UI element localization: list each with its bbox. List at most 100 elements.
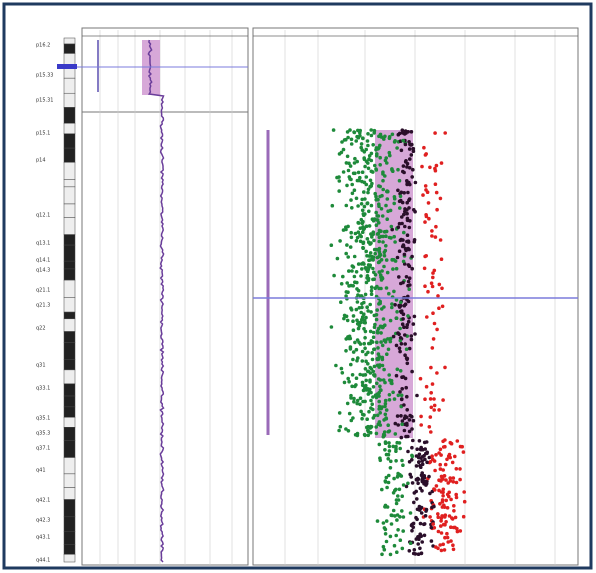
probe	[399, 195, 403, 199]
probe	[431, 382, 435, 386]
probe	[375, 154, 379, 158]
probe	[397, 275, 401, 279]
probe	[369, 399, 373, 403]
probe	[389, 553, 393, 557]
probe	[399, 336, 403, 340]
probe	[415, 518, 419, 522]
band	[64, 427, 75, 440]
probe	[422, 146, 426, 150]
probe	[389, 535, 393, 539]
probe	[357, 341, 361, 345]
probe	[362, 262, 366, 266]
probe	[379, 253, 383, 257]
probe	[394, 459, 398, 463]
probe	[396, 528, 400, 532]
position-marker	[57, 64, 77, 69]
probe	[399, 414, 403, 418]
probe	[416, 542, 420, 546]
probe	[370, 134, 374, 138]
probe	[400, 397, 404, 401]
probe	[378, 163, 382, 167]
probe	[357, 289, 361, 293]
probe	[355, 160, 359, 164]
probe	[445, 532, 449, 536]
probe	[441, 305, 445, 309]
probe	[379, 459, 383, 463]
probe	[444, 499, 448, 503]
probe	[364, 316, 368, 320]
probe	[364, 373, 368, 377]
probe	[436, 294, 440, 298]
probe	[350, 183, 354, 187]
probe	[405, 356, 409, 360]
probe	[441, 494, 445, 498]
probe	[387, 373, 391, 377]
probe	[441, 491, 445, 495]
probe	[377, 240, 381, 244]
probe	[400, 494, 404, 498]
probe	[402, 483, 406, 487]
probe	[396, 331, 400, 335]
probe	[376, 329, 380, 333]
probe	[355, 376, 359, 380]
probe	[373, 252, 377, 256]
band-label: q22	[36, 326, 46, 332]
probe	[462, 515, 466, 519]
probe	[384, 528, 388, 532]
probe	[356, 129, 360, 133]
probe	[386, 209, 390, 213]
probe	[402, 231, 406, 235]
probe	[393, 303, 397, 307]
probe	[425, 385, 429, 389]
probe	[385, 540, 389, 544]
band-label: q31	[36, 363, 46, 369]
probe	[380, 405, 384, 409]
probe	[439, 453, 443, 457]
probe	[401, 547, 405, 551]
probe	[360, 180, 364, 184]
probe	[366, 387, 370, 391]
probe	[346, 255, 350, 259]
probe	[408, 147, 412, 151]
probe	[355, 135, 359, 139]
probe	[449, 479, 453, 483]
probe	[400, 474, 404, 478]
probe	[424, 254, 428, 258]
probe	[403, 429, 407, 433]
probe	[384, 504, 388, 508]
probe	[449, 441, 453, 445]
band	[64, 235, 75, 245]
probe	[352, 328, 356, 332]
probe	[356, 399, 360, 403]
probe	[395, 146, 399, 150]
probe	[384, 441, 388, 445]
probe	[425, 315, 429, 319]
probe	[396, 168, 400, 172]
probe	[405, 422, 409, 426]
probe	[396, 494, 400, 498]
probe	[373, 217, 377, 221]
probe	[355, 348, 359, 352]
probe	[400, 459, 404, 463]
probe	[355, 319, 359, 323]
probe	[398, 179, 402, 183]
band	[64, 187, 75, 204]
probe	[332, 274, 336, 278]
probe	[386, 423, 390, 427]
probe	[425, 452, 429, 456]
probe	[359, 235, 363, 239]
probe	[365, 175, 369, 179]
band	[64, 359, 75, 369]
probe	[421, 462, 425, 466]
probe	[420, 489, 424, 493]
probe	[373, 314, 377, 318]
probe	[350, 419, 354, 423]
probe	[360, 202, 364, 206]
probe	[371, 233, 375, 237]
probe	[379, 423, 383, 427]
probe	[406, 130, 410, 134]
band	[64, 517, 75, 531]
probe	[344, 228, 348, 232]
probe	[385, 217, 389, 221]
band	[64, 384, 75, 396]
